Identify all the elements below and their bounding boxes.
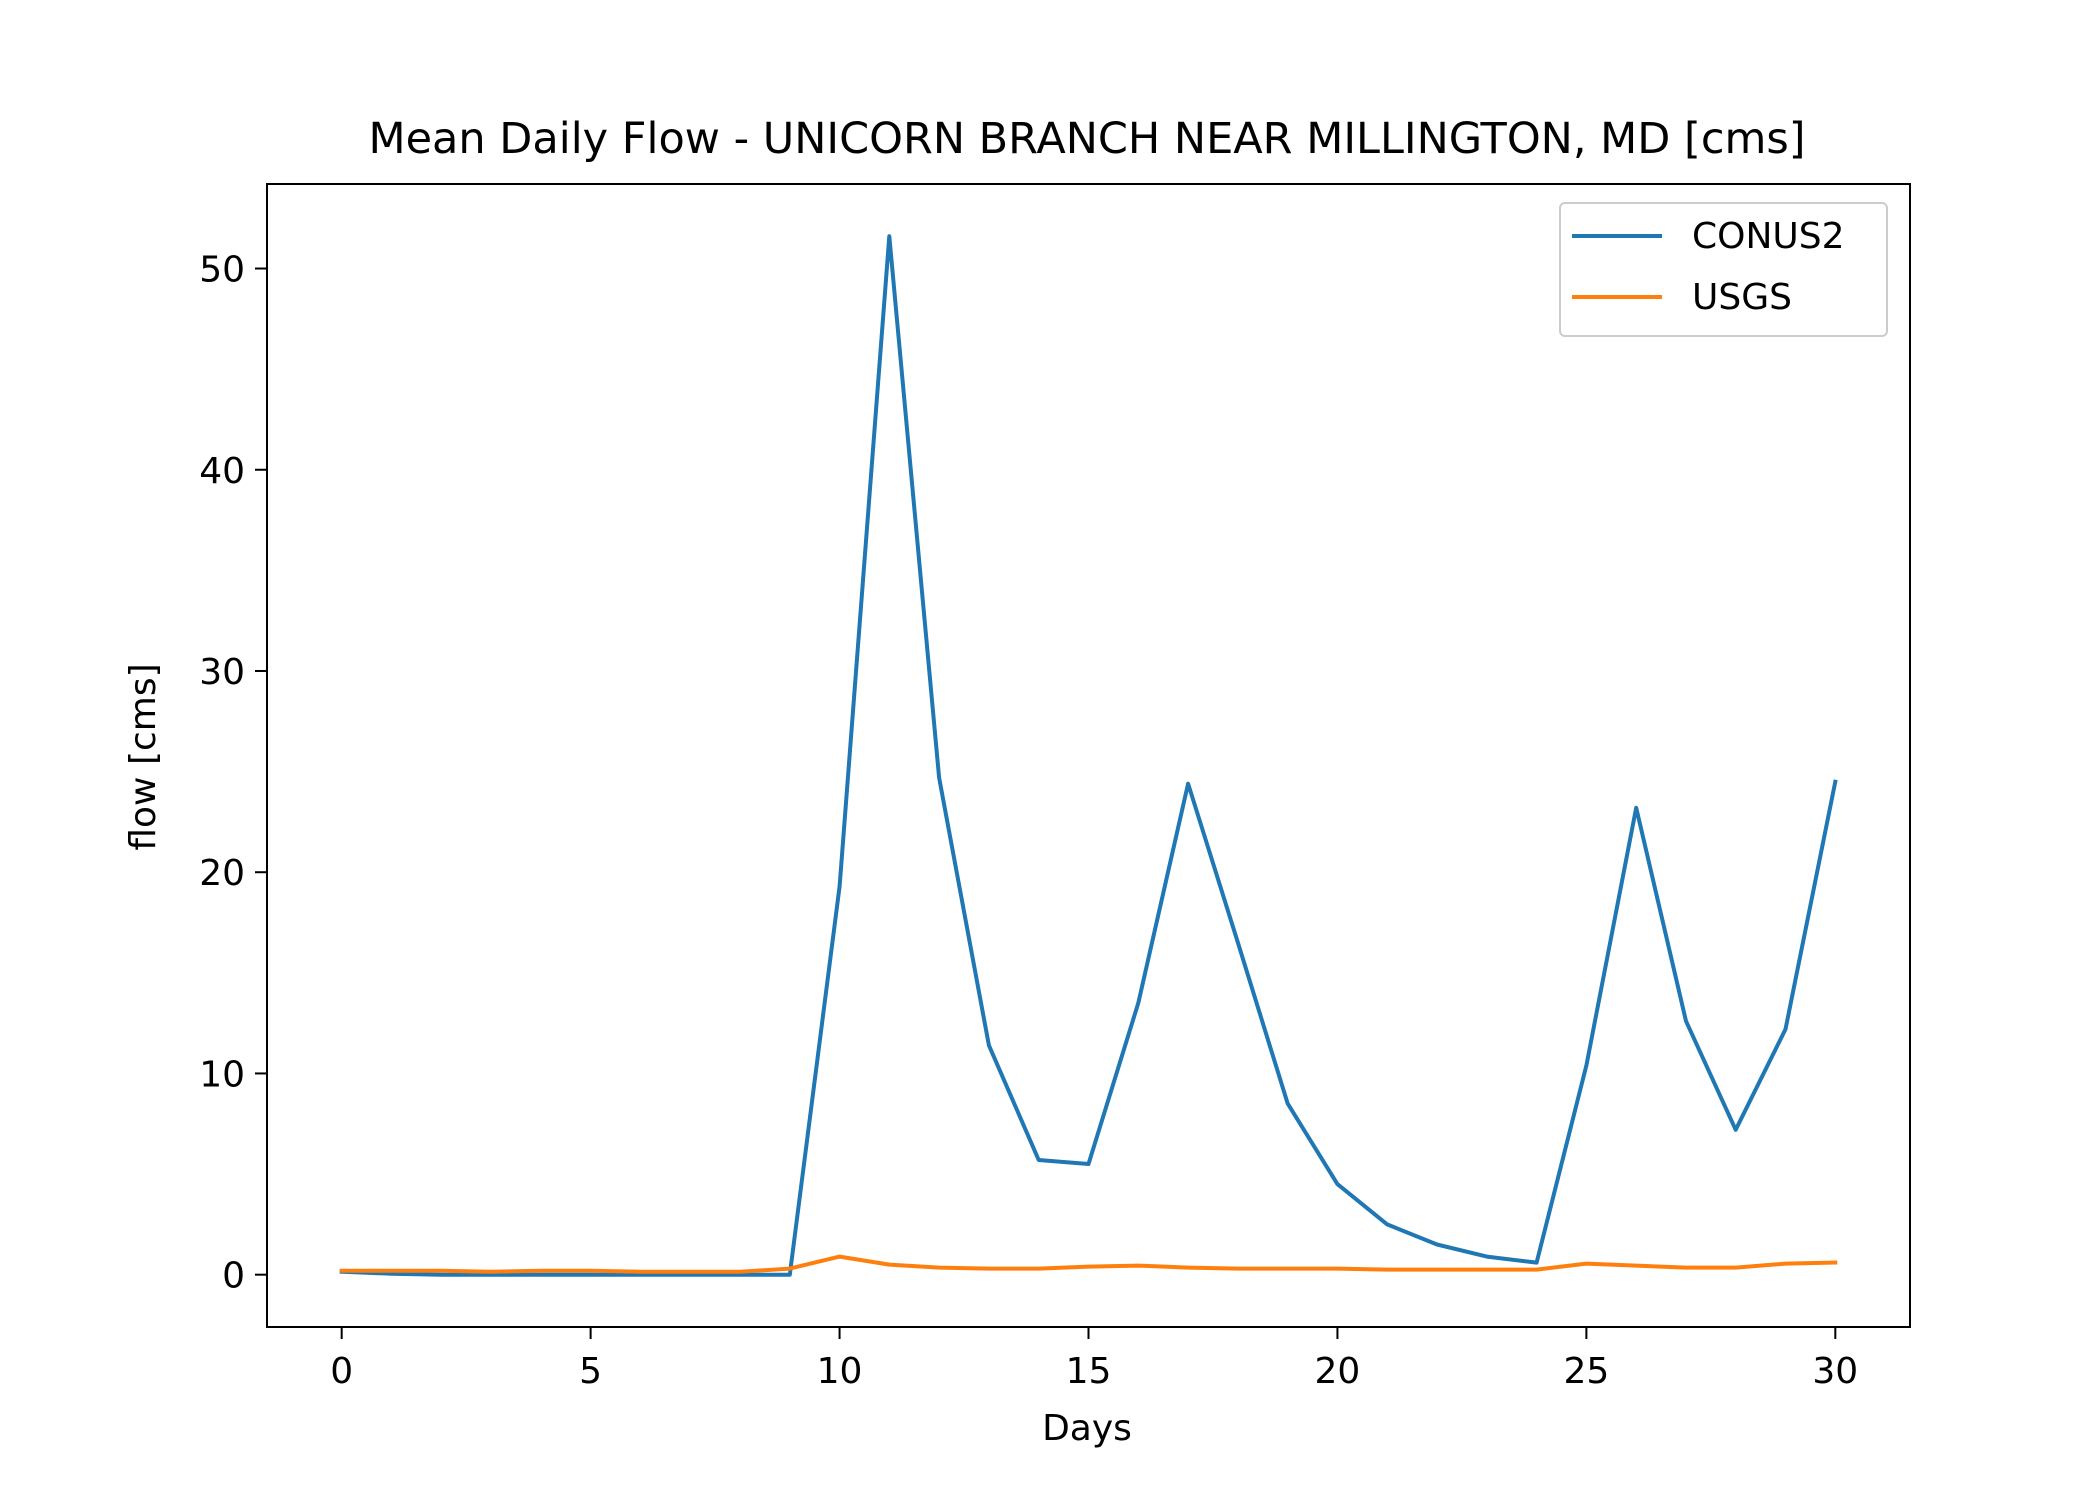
- x-tick-label: 15: [1066, 1351, 1112, 1392]
- y-tick-label: 50: [199, 250, 245, 291]
- x-axis-label: Days: [1042, 1408, 1132, 1449]
- series-line-conus2: [339, 234, 1838, 1277]
- y-tick-label: 0: [222, 1256, 245, 1297]
- legend-label-conus2: CONUS2: [1692, 216, 1845, 257]
- y-tick-label: 20: [199, 853, 245, 894]
- x-tick-label: 20: [1315, 1351, 1361, 1392]
- chart-title: Mean Daily Flow - UNICORN BRANCH NEAR MI…: [368, 114, 1805, 164]
- y-tick-label: 30: [199, 652, 245, 693]
- y-tick-label: 10: [199, 1054, 245, 1095]
- series-line-usgs: [339, 1254, 1838, 1274]
- plot-area-frame: [266, 183, 1911, 1328]
- legend-label-usgs: USGS: [1692, 277, 1792, 318]
- series-layer: [339, 234, 1838, 1277]
- legend: CONUS2 USGS: [1559, 202, 1888, 337]
- axis-ticks: 0 5 10 15 20 25 30 0 10 20 30 40 50: [199, 250, 1858, 1392]
- x-tick-label: 25: [1563, 1351, 1609, 1392]
- x-tick-label: 5: [579, 1351, 602, 1392]
- x-tick-label: 0: [330, 1351, 353, 1392]
- x-tick-label: 30: [1812, 1351, 1858, 1392]
- y-axis-label: flow [cms]: [123, 663, 164, 850]
- x-tick-label: 10: [817, 1351, 863, 1392]
- y-tick-label: 40: [199, 451, 245, 492]
